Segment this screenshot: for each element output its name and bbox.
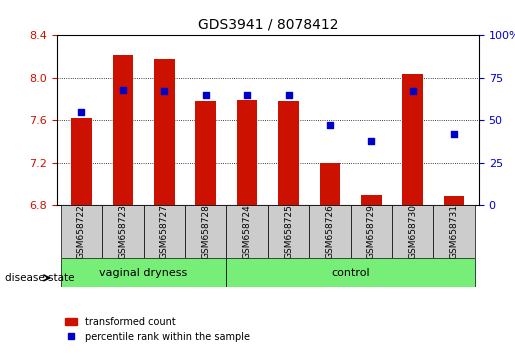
Bar bbox=[154, 59, 175, 205]
FancyBboxPatch shape bbox=[144, 205, 185, 258]
Bar bbox=[402, 74, 423, 205]
Text: GSM658731: GSM658731 bbox=[450, 204, 459, 259]
FancyBboxPatch shape bbox=[227, 205, 268, 258]
Text: vaginal dryness: vaginal dryness bbox=[99, 268, 188, 278]
Text: GSM658727: GSM658727 bbox=[160, 204, 169, 259]
Text: GSM658725: GSM658725 bbox=[284, 204, 293, 259]
Point bbox=[284, 92, 293, 98]
Legend: transformed count, percentile rank within the sample: transformed count, percentile rank withi… bbox=[61, 313, 254, 346]
Bar bbox=[319, 163, 340, 205]
Text: disease state: disease state bbox=[5, 273, 75, 283]
Text: GSM658723: GSM658723 bbox=[118, 204, 127, 259]
Point bbox=[408, 88, 417, 94]
Text: GSM658724: GSM658724 bbox=[243, 205, 252, 259]
Text: control: control bbox=[331, 268, 370, 278]
Point bbox=[119, 87, 127, 93]
Bar bbox=[278, 101, 299, 205]
Bar bbox=[195, 101, 216, 205]
FancyBboxPatch shape bbox=[434, 205, 475, 258]
Bar bbox=[361, 195, 382, 205]
FancyBboxPatch shape bbox=[102, 205, 144, 258]
Point bbox=[160, 88, 168, 94]
FancyBboxPatch shape bbox=[309, 205, 351, 258]
Point bbox=[243, 92, 251, 98]
Bar bbox=[113, 55, 133, 205]
Bar bbox=[237, 100, 258, 205]
FancyBboxPatch shape bbox=[268, 205, 309, 258]
Text: GSM658730: GSM658730 bbox=[408, 204, 417, 259]
Bar bbox=[71, 118, 92, 205]
Point bbox=[77, 109, 85, 115]
Point bbox=[450, 131, 458, 137]
Point bbox=[367, 138, 375, 144]
Point bbox=[326, 122, 334, 128]
Text: GSM658729: GSM658729 bbox=[367, 204, 376, 259]
Text: GSM658722: GSM658722 bbox=[77, 205, 86, 259]
Text: GSM658728: GSM658728 bbox=[201, 204, 210, 259]
FancyBboxPatch shape bbox=[392, 205, 434, 258]
FancyBboxPatch shape bbox=[185, 205, 227, 258]
FancyBboxPatch shape bbox=[227, 258, 475, 287]
Title: GDS3941 / 8078412: GDS3941 / 8078412 bbox=[198, 17, 338, 32]
Bar bbox=[444, 196, 465, 205]
Text: GSM658726: GSM658726 bbox=[325, 204, 334, 259]
FancyBboxPatch shape bbox=[351, 205, 392, 258]
FancyBboxPatch shape bbox=[61, 205, 102, 258]
FancyBboxPatch shape bbox=[61, 258, 227, 287]
Point bbox=[201, 92, 210, 98]
